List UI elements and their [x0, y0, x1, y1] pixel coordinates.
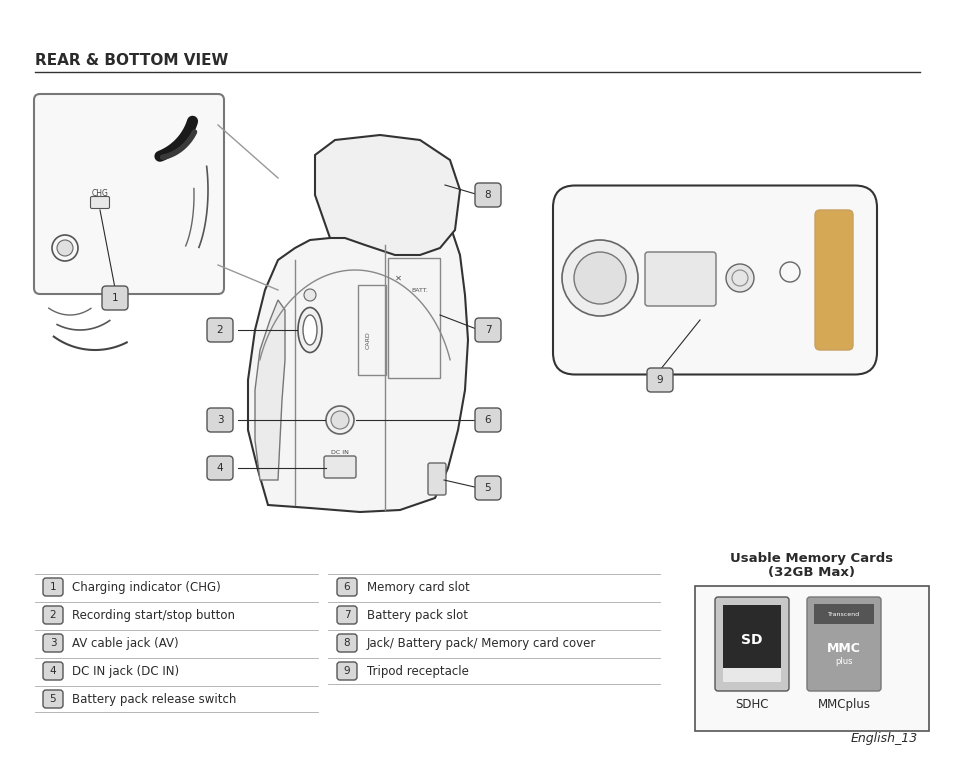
FancyBboxPatch shape [475, 183, 500, 207]
FancyBboxPatch shape [207, 456, 233, 480]
FancyBboxPatch shape [475, 476, 500, 500]
FancyBboxPatch shape [336, 578, 356, 596]
Text: MMC: MMC [826, 641, 860, 654]
Text: REAR & BOTTOM VIEW: REAR & BOTTOM VIEW [35, 53, 228, 68]
FancyBboxPatch shape [336, 634, 356, 652]
Text: DC IN: DC IN [331, 450, 349, 454]
Text: AV cable jack (AV): AV cable jack (AV) [71, 637, 178, 650]
Text: CHG: CHG [91, 188, 109, 198]
FancyBboxPatch shape [43, 634, 63, 652]
FancyBboxPatch shape [475, 408, 500, 432]
FancyBboxPatch shape [102, 286, 128, 310]
FancyBboxPatch shape [91, 197, 110, 208]
Circle shape [57, 240, 73, 256]
Text: 8: 8 [343, 638, 350, 648]
FancyBboxPatch shape [207, 318, 233, 342]
Text: 8: 8 [484, 190, 491, 200]
FancyBboxPatch shape [722, 605, 781, 668]
Circle shape [326, 406, 354, 434]
FancyBboxPatch shape [722, 668, 781, 682]
Text: 7: 7 [484, 325, 491, 335]
Text: 9: 9 [656, 375, 662, 385]
Text: 3: 3 [216, 415, 223, 425]
Text: CARD: CARD [365, 331, 370, 349]
FancyBboxPatch shape [43, 690, 63, 708]
Text: 3: 3 [50, 638, 56, 648]
FancyBboxPatch shape [428, 463, 446, 495]
Text: Transcend: Transcend [827, 611, 860, 617]
Circle shape [304, 289, 315, 301]
FancyBboxPatch shape [806, 597, 880, 691]
Text: 4: 4 [216, 463, 223, 473]
Text: Battery pack release switch: Battery pack release switch [71, 692, 236, 705]
Circle shape [331, 411, 349, 429]
Text: Battery pack slot: Battery pack slot [367, 608, 468, 621]
Text: MMCplus: MMCplus [817, 698, 869, 711]
FancyBboxPatch shape [336, 606, 356, 624]
FancyBboxPatch shape [714, 597, 788, 691]
FancyBboxPatch shape [336, 662, 356, 680]
FancyBboxPatch shape [43, 606, 63, 624]
Text: 2: 2 [216, 325, 223, 335]
Text: 2: 2 [50, 610, 56, 620]
FancyBboxPatch shape [644, 252, 716, 306]
Text: 1: 1 [112, 293, 118, 303]
Text: DC IN jack (DC IN): DC IN jack (DC IN) [71, 664, 179, 677]
FancyBboxPatch shape [646, 368, 672, 392]
Text: 1: 1 [50, 582, 56, 592]
FancyBboxPatch shape [207, 408, 233, 432]
FancyBboxPatch shape [43, 662, 63, 680]
Text: Recording start/stop button: Recording start/stop button [71, 608, 234, 621]
Text: 4: 4 [50, 666, 56, 676]
FancyBboxPatch shape [475, 318, 500, 342]
Text: (32GB Max): (32GB Max) [768, 566, 855, 579]
FancyBboxPatch shape [324, 456, 355, 478]
Text: plus: plus [835, 657, 852, 666]
FancyBboxPatch shape [695, 586, 928, 731]
Text: SDHC: SDHC [735, 698, 768, 711]
Text: 6: 6 [484, 415, 491, 425]
Text: Tripod receptacle: Tripod receptacle [367, 664, 468, 677]
Text: ✕: ✕ [395, 273, 401, 283]
Polygon shape [254, 300, 285, 480]
Polygon shape [248, 180, 468, 512]
Text: Charging indicator (CHG): Charging indicator (CHG) [71, 581, 220, 594]
Circle shape [725, 264, 753, 292]
FancyBboxPatch shape [553, 185, 876, 375]
Circle shape [561, 240, 638, 316]
Text: 7: 7 [343, 610, 350, 620]
FancyBboxPatch shape [34, 94, 224, 294]
FancyBboxPatch shape [43, 578, 63, 596]
Ellipse shape [297, 307, 322, 352]
Text: BATT.: BATT. [411, 287, 428, 293]
Text: Jack/ Battery pack/ Memory card cover: Jack/ Battery pack/ Memory card cover [367, 637, 596, 650]
FancyBboxPatch shape [813, 604, 873, 624]
Text: Memory card slot: Memory card slot [367, 581, 469, 594]
Text: 9: 9 [343, 666, 350, 676]
Text: English_13: English_13 [850, 732, 917, 745]
Polygon shape [314, 135, 459, 255]
Text: 6: 6 [343, 582, 350, 592]
Text: 5: 5 [484, 483, 491, 493]
Text: Usable Memory Cards: Usable Memory Cards [730, 552, 893, 565]
Text: SD: SD [740, 633, 762, 647]
Text: 5: 5 [50, 694, 56, 704]
Circle shape [574, 252, 625, 304]
FancyBboxPatch shape [814, 210, 852, 350]
Ellipse shape [303, 315, 316, 345]
